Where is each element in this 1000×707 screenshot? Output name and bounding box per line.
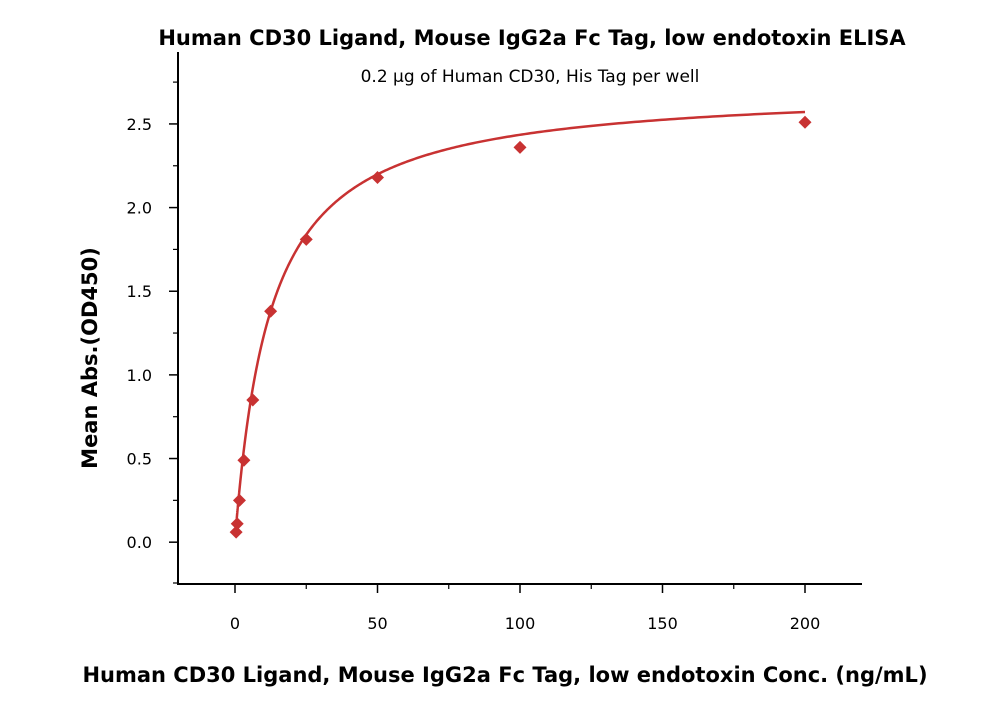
data-point [371, 170, 384, 184]
y-tick-label: 1.0 [127, 366, 152, 385]
data-point [246, 393, 260, 407]
y-tick-label: 2.0 [127, 199, 152, 218]
x-tick-label: 200 [790, 614, 821, 633]
data-point [513, 140, 527, 154]
fit-curve [234, 110, 806, 526]
x-tick-label: 100 [505, 614, 536, 633]
data-point [237, 453, 251, 467]
y-axis-label: Mean Abs.(OD450) [78, 247, 102, 469]
y-tick-label: 0.5 [127, 450, 152, 469]
data-point [230, 517, 244, 531]
chart-title: Human CD30 Ligand, Mouse IgG2a Fc Tag, l… [158, 26, 906, 50]
data-point [232, 493, 246, 507]
x-tick-label: 150 [647, 614, 678, 633]
data-point [229, 525, 243, 539]
chart-subtitle: 0.2 µg of Human CD30, His Tag per well [361, 67, 700, 87]
data-point [798, 115, 812, 129]
x-axis-label: Human CD30 Ligand, Mouse IgG2a Fc Tag, l… [82, 663, 927, 687]
y-tick-label: 0.0 [127, 533, 152, 552]
y-tick-label: 2.5 [127, 115, 152, 134]
x-tick-label: 50 [367, 614, 387, 633]
data-point [264, 304, 278, 318]
y-tick-label: 1.5 [127, 282, 152, 301]
x-tick-label: 0 [230, 614, 240, 633]
data-point [299, 232, 313, 246]
